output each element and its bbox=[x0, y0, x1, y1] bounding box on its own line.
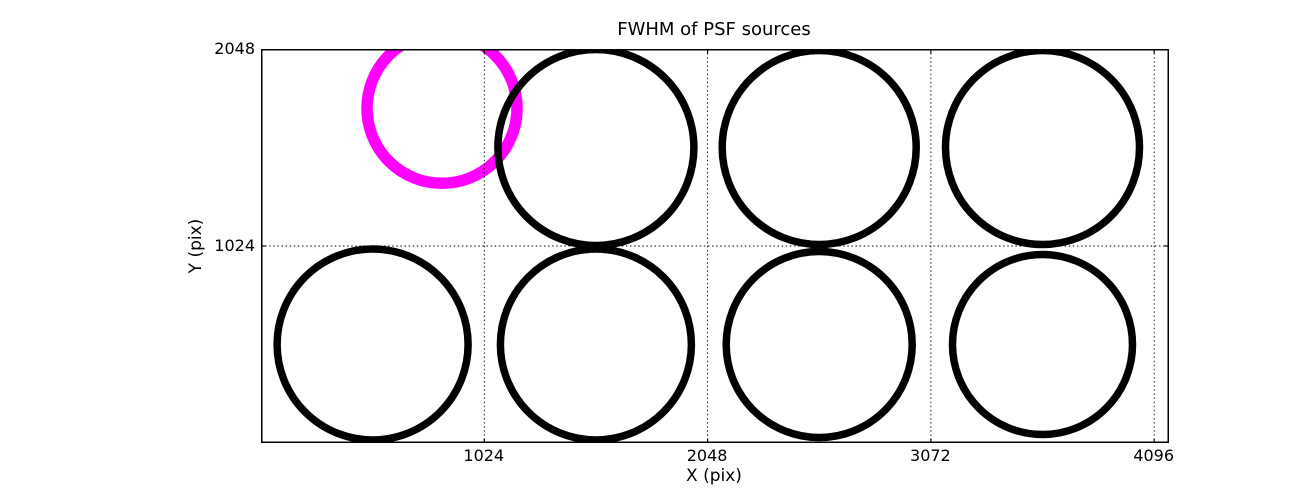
x-tick-label: 3072 bbox=[910, 446, 951, 465]
psf-source-circle bbox=[721, 247, 916, 441]
psf-source-circle bbox=[948, 250, 1136, 438]
x-tick-label: 2048 bbox=[686, 446, 728, 465]
chart-title: FWHM of PSF sources bbox=[617, 19, 811, 40]
axes-spines bbox=[260, 48, 1169, 443]
psf-source-circle bbox=[272, 244, 472, 443]
x-tick-label: 1024 bbox=[463, 446, 505, 465]
plot-area bbox=[260, 48, 1169, 443]
y-tick-label: 1024 bbox=[214, 235, 255, 255]
y-tick-label: 2048 bbox=[214, 38, 255, 58]
psf-source-circle bbox=[496, 244, 695, 443]
psf-source-circle bbox=[717, 48, 920, 248]
psf-source-circle bbox=[493, 48, 698, 249]
psf-source-circle bbox=[941, 48, 1143, 248]
x-tick-label: 4096 bbox=[1133, 446, 1175, 465]
highlighted-source-circle bbox=[360, 48, 523, 189]
x-axis-label: X (pix) bbox=[686, 466, 742, 486]
